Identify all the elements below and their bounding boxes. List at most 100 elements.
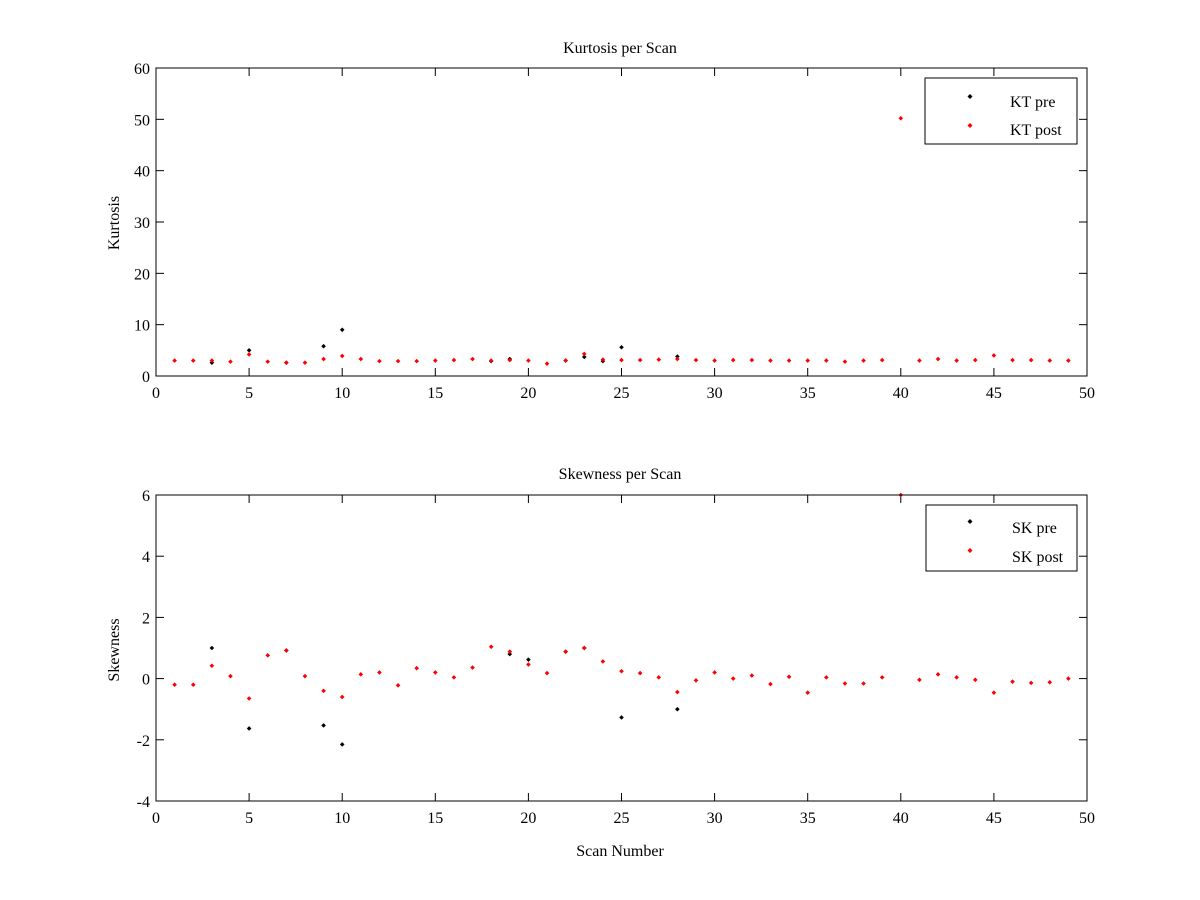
kurtosis-post-point: [526, 358, 531, 363]
skewness-post-point: [302, 673, 308, 679]
skewness-post-point: [675, 689, 680, 695]
kurtosis-post-point: [842, 359, 848, 364]
skewness-post-point: [637, 670, 643, 676]
kurtosis-post-point: [433, 358, 438, 363]
skewness-x-tick-label: 25: [614, 810, 630, 827]
kurtosis-x-tick-label: 25: [614, 385, 630, 402]
kurtosis-pre-point: [339, 327, 345, 333]
kurtosis-post-point: [1047, 358, 1053, 363]
skewness-x-tick-label: 30: [707, 810, 723, 827]
skewness-post-point: [1066, 676, 1071, 681]
kurtosis-post-point: [749, 357, 755, 363]
skewness-pre-point: [321, 723, 326, 728]
kurtosis-post-point: [284, 360, 289, 365]
skewness-y-tick-label: 2: [142, 610, 150, 627]
kurtosis-data-points: [172, 116, 1071, 366]
skewness-post-point: [358, 672, 364, 677]
skewness-post-point: [395, 683, 401, 688]
kurtosis-x-tick-label: 40: [893, 385, 909, 402]
skewness-post-point: [265, 653, 271, 658]
kurtosis-post-point: [172, 358, 177, 363]
skewness-post-point: [414, 665, 419, 671]
skewness-plot-frame: [155, 494, 1088, 802]
kurtosis-pre-point: [619, 344, 624, 350]
skewness-y-axis-label: Skewness: [106, 618, 123, 681]
kurtosis-post-point: [879, 357, 885, 363]
kurtosis-pre-point: [581, 354, 587, 360]
kurtosis-post-point: [1066, 358, 1071, 363]
kurtosis-y-axis-label: Kurtosis: [106, 196, 123, 250]
skewness-post-point: [842, 681, 848, 686]
kurtosis-x-tick-label: 10: [334, 385, 350, 402]
kurtosis-x-tick-label: 35: [800, 385, 816, 402]
kurtosis-post-point: [600, 357, 606, 362]
skewness-y-tick-label: -4: [137, 794, 150, 811]
skewness-x-tick-label: 15: [427, 810, 443, 827]
kurtosis-y-tick-label: 20: [134, 266, 150, 283]
kurtosis-y-tick-label: 0: [142, 369, 150, 386]
kurtosis-post-point: [209, 358, 215, 363]
skewness-post-point: [209, 663, 215, 669]
skewness-x-tick-label: 50: [1079, 810, 1095, 827]
skewness-post-point: [172, 682, 177, 688]
kurtosis-post-point: [414, 358, 419, 364]
kurtosis-post-point: [321, 356, 326, 362]
skewness-legend-box: [925, 504, 1078, 572]
kurtosis-y-tick-label: 50: [134, 112, 150, 129]
skewness-y-tick-label: 0: [142, 672, 150, 689]
skewness-legend-pre-marker: [967, 519, 973, 524]
skewness-post-point: [451, 675, 457, 680]
kurtosis-x-tick-label: 15: [427, 385, 443, 402]
kurtosis-post-point: [935, 356, 941, 362]
kurtosis-post-point: [544, 361, 550, 366]
skewness-x-tick-label: 10: [334, 810, 350, 827]
kurtosis-x-tick-label: 45: [986, 385, 1002, 402]
skewness-pre-point: [246, 726, 252, 731]
kurtosis-post-point: [898, 116, 904, 121]
skewness-post-point: [1047, 679, 1053, 685]
kurtosis-y-tick-label: 60: [134, 61, 150, 78]
skewness-legend-post-marker: [967, 548, 973, 553]
kurtosis-post-point: [451, 357, 457, 363]
skewness-legend-pre-label: SK pre: [1012, 520, 1057, 537]
kurtosis-post-point: [228, 359, 233, 364]
skewness-post-point: [879, 675, 885, 680]
skewness-post-point: [786, 674, 792, 680]
skewness-post-point: [991, 690, 997, 695]
skewness-post-point: [246, 696, 252, 701]
skewness-post-point: [935, 672, 941, 677]
kurtosis-post-point: [861, 358, 866, 363]
kurtosis-pre-point: [675, 354, 680, 359]
skewness-x-axis-label: Scan Number: [576, 843, 664, 860]
kurtosis-post-point: [470, 356, 475, 362]
kurtosis-legend: KT pre KT post: [924, 77, 1078, 145]
kurtosis-post-point: [265, 359, 271, 364]
kurtosis-post-point: [972, 357, 978, 363]
skewness-post-point: [600, 659, 606, 664]
skewness-pre-point: [526, 657, 531, 662]
kurtosis-x-tick-label: 0: [152, 385, 160, 402]
kurtosis-legend-pre-marker: [967, 94, 973, 99]
kurtosis-y-tick-label: 40: [134, 164, 150, 181]
skewness-pre-point: [675, 706, 680, 712]
kurtosis-post-point: [805, 358, 810, 363]
skewness-post-point: [917, 677, 922, 683]
skewness-post-point: [488, 644, 494, 650]
skewness-post-point: [228, 673, 233, 679]
kurtosis-post-point: [712, 358, 717, 363]
skewness-y-tick-label: -2: [137, 733, 150, 750]
skewness-post-point: [507, 649, 513, 654]
kurtosis-post-point: [619, 357, 624, 363]
skewness-legend: SK pre SK post: [925, 504, 1078, 572]
kurtosis-legend-pre-label: KT pre: [1010, 94, 1055, 111]
skewness-post-point: [656, 675, 662, 680]
skewness-post-point: [972, 677, 978, 683]
skewness-pre-point: [209, 645, 215, 651]
skewness-chart: Skewness per Scan Skewness Scan Number 0…: [106, 466, 1095, 860]
skewness-post-point: [693, 678, 699, 683]
kurtosis-post-point: [395, 358, 401, 364]
skewness-pre-point: [619, 715, 624, 720]
skewness-pre-point: [339, 742, 345, 747]
